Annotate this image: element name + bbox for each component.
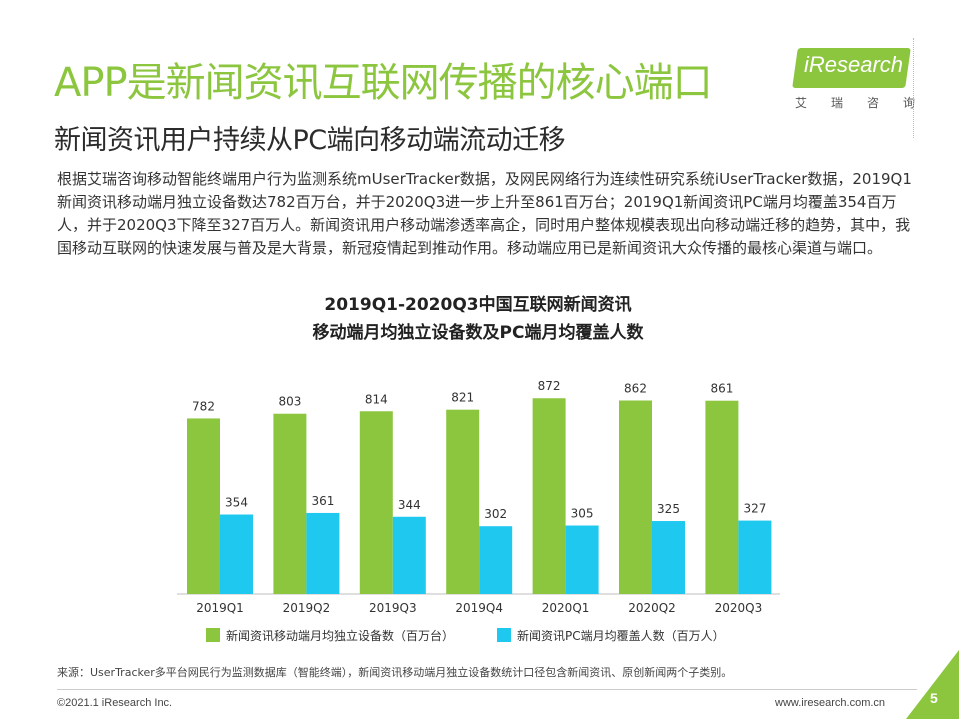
- page-title: APP是新闻资讯互联网传播的核心端口: [54, 60, 713, 106]
- data-label: 305: [571, 507, 594, 521]
- legend-swatch: [497, 628, 511, 642]
- data-label: 325: [657, 502, 680, 516]
- source-note: 来源：UserTracker多平台网民行为监测数据库（智能终端），新闻资讯移动端…: [57, 666, 733, 679]
- data-label: 862: [624, 381, 647, 395]
- bars-group: 782 354 2019Q1 803 361 2019Q2 814 344 2019Q3 821 3…: [187, 379, 772, 615]
- page-number: 5: [930, 690, 938, 706]
- data-label: 327: [743, 502, 766, 516]
- bar-pc: [479, 526, 513, 594]
- x-tick-label: 2020Q2: [628, 601, 676, 615]
- logo-cn-char: 瑞: [830, 96, 843, 110]
- legend-swatch: [206, 628, 220, 642]
- chart-legend: 新闻资讯移动端月均独立设备数（百万台） 新闻资讯PC端月均覆盖人数（百万人）: [206, 628, 725, 643]
- logo-cn-char: 询: [902, 96, 915, 110]
- x-tick-label: 2019Q3: [369, 601, 417, 615]
- data-label: 344: [398, 498, 421, 512]
- bar-mobile: [446, 409, 480, 594]
- x-tick-label: 2020Q1: [542, 601, 590, 615]
- x-tick-label: 2019Q4: [455, 601, 503, 615]
- chart-title-line2: 移动端月均独立设备数及PC端月均覆盖人数: [313, 322, 645, 343]
- page-subtitle: 新闻资讯用户持续从PC端向移动端流动迁移: [54, 125, 566, 156]
- bar-pc: [220, 514, 253, 594]
- footer-divider: [57, 689, 917, 690]
- data-label: 861: [710, 382, 733, 396]
- bar-mobile: [705, 400, 739, 594]
- legend-label: 新闻资讯PC端月均覆盖人数（百万人）: [517, 628, 725, 643]
- data-label: 814: [365, 392, 388, 406]
- data-label: 354: [225, 496, 248, 510]
- data-label: 803: [278, 395, 301, 409]
- x-tick-label: 2019Q1: [196, 601, 244, 615]
- data-label: 872: [538, 379, 561, 393]
- logo-text: iResearch: [803, 52, 904, 77]
- bar-pc: [392, 516, 426, 594]
- bar-mobile: [187, 418, 220, 594]
- logo-cn-char: 咨: [866, 96, 879, 110]
- bar-mobile: [619, 400, 652, 594]
- copyright: ©2021.1 iResearch Inc.: [57, 697, 173, 709]
- data-label: 782: [192, 399, 215, 413]
- data-label: 821: [451, 391, 474, 405]
- logo-cn-text: 艾 瑞 咨 询: [795, 94, 915, 111]
- bar-pc: [306, 512, 340, 594]
- bar-mobile: [273, 413, 307, 594]
- x-tick-label: 2019Q2: [283, 601, 331, 615]
- bar-mobile: [359, 411, 393, 594]
- logo-cn-char: 艾: [795, 96, 808, 110]
- body-paragraph: 根据艾瑞咨询移动智能终端用户行为监测系统mUserTracker数据，及网民网络…: [57, 170, 912, 257]
- x-tick-label: 2020Q3: [715, 601, 763, 615]
- data-label: 302: [484, 507, 507, 521]
- logo-divider: [913, 38, 914, 138]
- bar-pc: [565, 525, 599, 594]
- bar-pc: [738, 520, 772, 594]
- data-label: 361: [311, 494, 334, 508]
- page-corner-shape: [906, 650, 959, 719]
- iresearch-logo: iResearch 艾 瑞 咨 询: [792, 48, 915, 138]
- bar-pc: [652, 521, 685, 594]
- legend-label: 新闻资讯移动端月均独立设备数（百万台）: [226, 628, 454, 643]
- chart-title-line1: 2019Q1-2020Q3中国互联网新闻资讯: [324, 294, 631, 315]
- bar-mobile: [532, 398, 566, 594]
- website-url: www.iresearch.com.cn: [775, 697, 886, 709]
